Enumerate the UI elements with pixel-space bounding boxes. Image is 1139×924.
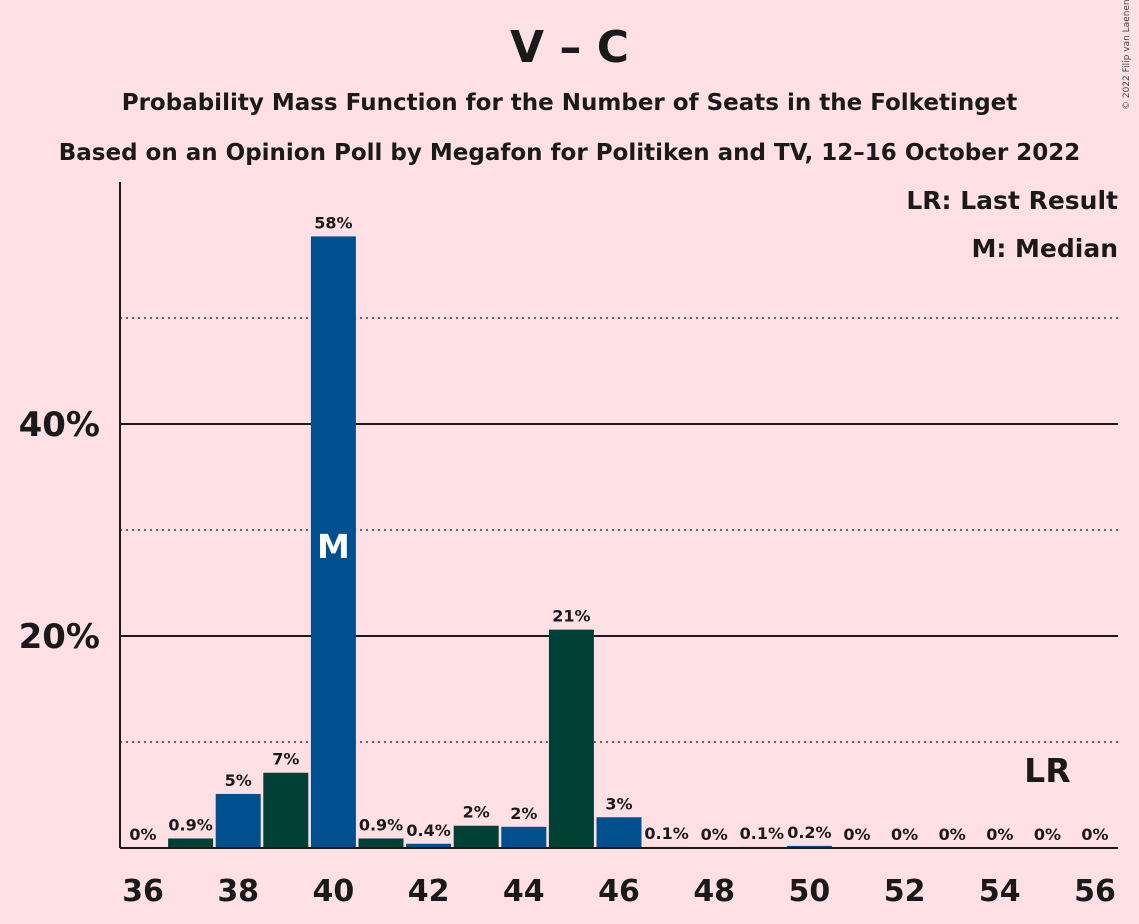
bar-value-label-46: 3% [605,794,632,813]
bar-value-label-45: 21% [552,607,590,626]
bar-seat-44 [501,826,547,848]
bar-seat-42 [406,843,452,848]
x-tick-label-40: 40 [313,874,355,909]
bar-value-label-41: 0.9% [359,815,403,834]
bar-seat-43 [453,825,499,848]
bar-value-label-39: 7% [272,750,299,769]
bar-value-label-42: 0.4% [406,821,450,840]
bar-value-label-55: 0% [1034,825,1061,844]
bar-value-label-51: 0% [843,825,870,844]
bar-value-label-36: 0% [129,825,156,844]
bar-value-label-50: 0.2% [787,823,831,842]
bar-value-label-49: 0.1% [740,824,784,843]
bar-value-label-43: 2% [463,803,490,822]
bar-value-label-37: 0.9% [168,815,212,834]
x-tick-label-44: 44 [503,874,545,909]
bar-value-label-44: 2% [510,804,537,823]
bar-value-label-52: 0% [891,825,918,844]
bar-value-label-38: 5% [225,771,252,790]
bar-value-label-47: 0.1% [644,824,688,843]
bar-seat-41 [358,838,404,848]
bar-seat-45 [548,629,594,848]
y-tick-label-40: 40% [19,405,100,445]
bar-value-label-40: 58% [314,213,352,232]
x-tick-label-56: 56 [1074,874,1116,909]
bar-value-label-48: 0% [701,825,728,844]
x-tick-label-48: 48 [693,874,735,909]
last-result-marker: LR [1024,751,1070,790]
bar-value-label-53: 0% [939,825,966,844]
chart-title: V – C [510,22,629,73]
x-tick-label-38: 38 [217,874,259,909]
bar-seat-46 [596,817,642,848]
x-tick-label-42: 42 [408,874,450,909]
x-tick-label-50: 50 [789,874,831,909]
chart-source: Based on an Opinion Poll by Megafon for … [58,140,1081,166]
x-tick-label-52: 52 [884,874,926,909]
bar-seat-50 [786,845,832,848]
bar-value-label-54: 0% [986,825,1013,844]
legend-entry-last-result: LR: Last Result [906,186,1118,215]
y-tick-label-20: 20% [19,617,100,657]
bar-seat-38 [215,793,261,848]
x-tick-label-54: 54 [979,874,1021,909]
x-tick-label-46: 46 [598,874,640,909]
bar-value-label-56: 0% [1081,825,1108,844]
legend-entry-median: M: Median [971,234,1118,263]
bar-seat-37 [168,838,214,848]
median-marker: M [317,527,350,566]
x-tick-label-36: 36 [122,874,164,909]
bar-seat-39 [263,772,309,848]
bar-seat-40 [310,236,356,848]
chart-subtitle: Probability Mass Function for the Number… [121,90,1018,116]
